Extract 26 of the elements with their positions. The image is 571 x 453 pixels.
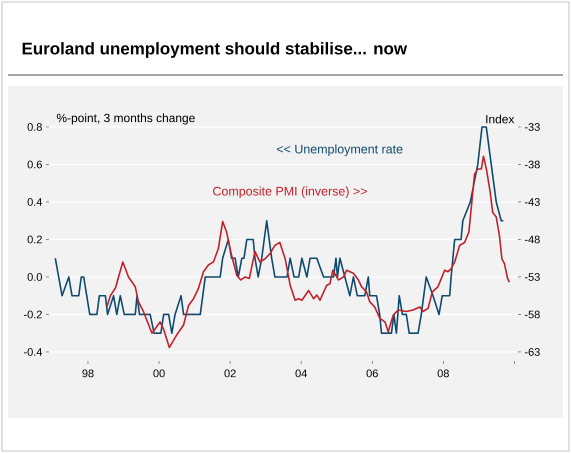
y2-tick-label: -53: [524, 273, 540, 281]
y-tick-label: -0.4: [24, 348, 42, 356]
x-tick-label: 06: [366, 370, 378, 378]
line-series: [106, 155, 510, 348]
x-tick-label: 98: [82, 370, 94, 378]
y-tick-label: -0.2: [24, 310, 42, 318]
x-tick-label: 08: [438, 370, 449, 378]
y2-tick-label: -43: [524, 198, 540, 206]
text: << Unemployment rate: [276, 144, 402, 156]
y-tick-label: 0.8: [28, 123, 42, 131]
y2-axis-title: Index: [486, 114, 514, 124]
y2-tick-label: -33: [524, 123, 540, 131]
y2-tick-label: -48: [524, 236, 540, 244]
chart-title: Euroland unemployment should stabilise... now: [22, 42, 408, 58]
y-tick-label: 0.6: [28, 160, 42, 168]
x-tick-label: 04: [296, 370, 307, 378]
y-tick-label: 0.0: [28, 273, 42, 281]
y-tick-label: 0.2: [28, 236, 42, 244]
y2-tick-label: -58: [524, 310, 540, 318]
y2-tick-label: -63: [524, 348, 540, 356]
y-tick-label: 0.4: [28, 198, 42, 206]
y2-tick-label: -38: [524, 160, 540, 168]
x-tick-label: 00: [153, 370, 165, 378]
x-tick-label: 02: [224, 370, 236, 378]
y-axis-title: %-point, 3 months change: [56, 113, 195, 125]
text: Composite PMI (inverse) >>: [213, 186, 367, 198]
